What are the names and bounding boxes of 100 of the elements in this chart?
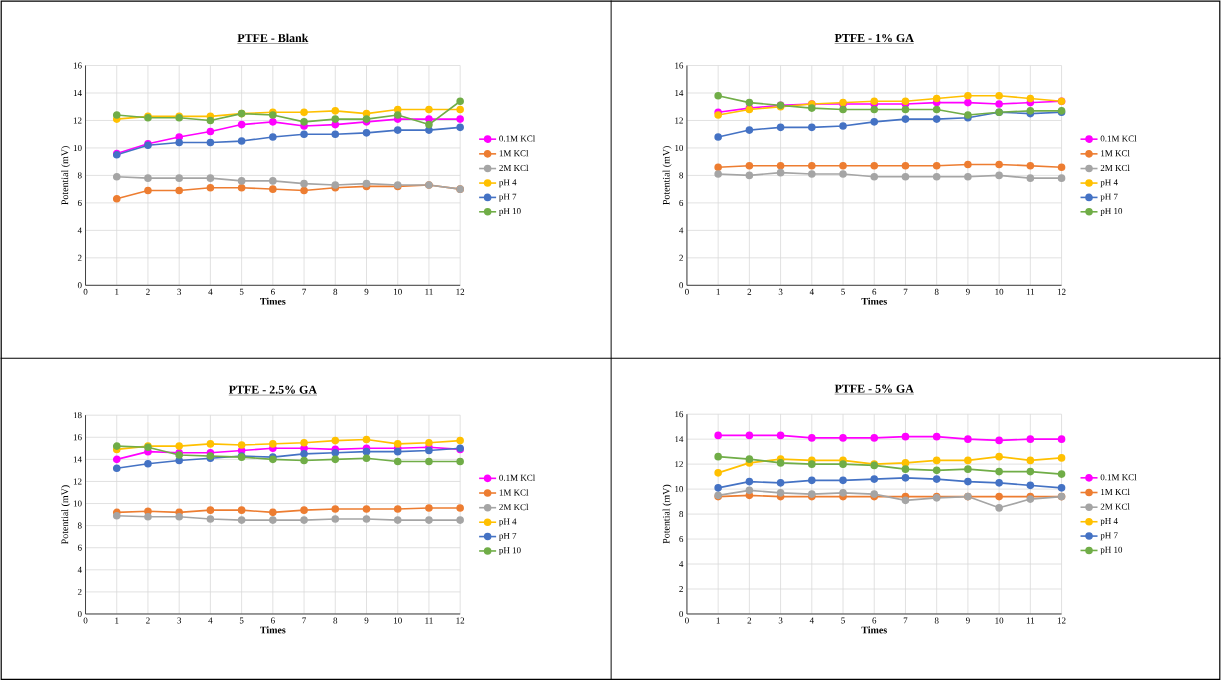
- x-tick-label: 7: [903, 617, 908, 624]
- x-tick-label: 5: [841, 289, 845, 296]
- y-tick-label: 2: [77, 255, 82, 262]
- x-tick-label: 8: [333, 617, 338, 624]
- x-tick-label: 7: [302, 289, 307, 295]
- x-tick-label: 5: [841, 617, 845, 624]
- y-tick-label: 4: [679, 561, 684, 568]
- chart-title: PTFE - 1% GA: [834, 34, 914, 43]
- x-tick-label: 5: [239, 617, 244, 624]
- y-tick-label: 8: [679, 172, 684, 179]
- x-tick-label: 6: [872, 617, 877, 624]
- y-tick-label: 12: [675, 117, 683, 124]
- y-tick-label: 6: [77, 200, 82, 207]
- x-tick-label: 0: [685, 289, 689, 296]
- x-tick-label: 9: [364, 617, 369, 624]
- x-tick-label: 3: [177, 289, 182, 296]
- legend-label: pH 7: [499, 533, 517, 541]
- x-tick-label: 9: [364, 289, 369, 296]
- x-tick-label: 11: [425, 617, 433, 624]
- y-tick-label: 6: [679, 536, 684, 543]
- x-tick-label: 2: [146, 617, 150, 624]
- legend-label: 1M KCl: [1101, 488, 1130, 496]
- legend-label: 0.1M KCl: [1100, 474, 1137, 481]
- y-tick-label: 10: [675, 486, 684, 493]
- y-tick-label: 4: [77, 227, 82, 234]
- x-tick-label: 10: [995, 289, 1004, 296]
- x-tick-label: 6: [270, 617, 275, 624]
- y-tick-label: 0: [77, 282, 82, 289]
- x-axis-title: Times: [260, 297, 286, 305]
- x-axis-title: Times: [260, 626, 286, 634]
- legend-label: pH 4: [499, 179, 517, 188]
- y-tick-label: 8: [77, 172, 82, 179]
- y-tick-label: 6: [77, 544, 82, 551]
- x-tick-label: 6: [270, 289, 275, 296]
- legend-label: 0.1M KCl: [499, 135, 536, 142]
- legend-label: 2M KCl: [1100, 164, 1130, 172]
- x-tick-label: 2: [747, 289, 752, 295]
- y-tick-label: 0: [679, 282, 684, 289]
- x-tick-label: 10: [995, 617, 1004, 624]
- y-axis-title: Potential (mV): [662, 485, 672, 544]
- y-tick-label: 16: [73, 434, 82, 441]
- y-tick-label: 16: [73, 62, 82, 69]
- y-tick-label: 6: [679, 200, 684, 207]
- x-tick-label: 12: [1057, 617, 1066, 624]
- y-tick-label: 12: [675, 461, 683, 468]
- y-tick-label: 14: [675, 436, 684, 443]
- x-tick-label: 9: [965, 289, 970, 296]
- legend-label: 2M KCl: [499, 504, 529, 511]
- chart-title: PTFE - Blank: [237, 33, 309, 43]
- y-tick-label: 18: [73, 412, 82, 419]
- y-axis-title: Potential (mV): [662, 146, 672, 206]
- x-tick-label: 4: [809, 289, 814, 295]
- y-axis-title: Potential (mV): [61, 146, 71, 206]
- y-tick-label: 2: [77, 589, 82, 596]
- legend-label: 2M KCl: [1100, 503, 1130, 510]
- y-tick-label: 0: [77, 611, 82, 618]
- y-tick-label: 12: [73, 478, 82, 485]
- y-tick-label: 10: [73, 500, 82, 507]
- x-tick-label: 10: [394, 617, 402, 624]
- legend-label: pH 10: [1100, 208, 1123, 217]
- x-tick-label: 12: [456, 617, 465, 624]
- legend-label: pH 10: [1100, 546, 1123, 555]
- x-tick-label: 6: [872, 289, 877, 296]
- legend-label: 1M KCl: [499, 150, 529, 157]
- x-tick-label: 1: [115, 289, 119, 295]
- x-tick-label: 8: [934, 289, 939, 296]
- y-tick-label: 8: [679, 511, 684, 518]
- x-tick-label: 0: [83, 289, 88, 296]
- chart-title: PTFE - 5% GA: [834, 384, 914, 393]
- x-axis-title: Times: [861, 626, 887, 634]
- legend-label: 1M KCl: [1101, 150, 1130, 157]
- x-tick-label: 12: [1057, 289, 1066, 295]
- x-tick-label: 10: [394, 289, 402, 296]
- x-tick-label: 11: [425, 289, 433, 295]
- x-axis-title: Times: [861, 297, 887, 305]
- x-tick-label: 1: [115, 617, 119, 624]
- x-tick-label: 4: [208, 289, 213, 295]
- legend-label: 0.1M KCl: [499, 474, 536, 482]
- y-tick-label: 0: [679, 611, 684, 618]
- y-tick-label: 2: [679, 586, 683, 593]
- x-tick-label: 3: [778, 289, 783, 296]
- x-tick-label: 3: [778, 617, 783, 624]
- y-tick-label: 14: [675, 90, 684, 97]
- legend-label: pH 4: [1100, 179, 1118, 188]
- y-axis-title: Potential (mV): [61, 485, 71, 545]
- legend-label: 2M KCl: [499, 164, 529, 172]
- x-tick-label: 0: [685, 617, 689, 624]
- x-tick-label: 3: [177, 617, 182, 624]
- x-tick-label: 2: [747, 617, 752, 624]
- y-tick-label: 12: [73, 117, 82, 124]
- x-tick-label: 7: [903, 289, 908, 295]
- x-tick-label: 4: [208, 617, 213, 624]
- x-tick-label: 5: [239, 289, 244, 296]
- x-tick-label: 0: [83, 617, 88, 624]
- legend-label: pH 4: [499, 518, 517, 527]
- y-tick-label: 10: [73, 145, 82, 152]
- legend-label: pH 7: [1100, 532, 1118, 541]
- y-tick-label: 10: [675, 145, 684, 152]
- y-tick-label: 14: [73, 90, 82, 97]
- x-tick-label: 1: [716, 289, 720, 295]
